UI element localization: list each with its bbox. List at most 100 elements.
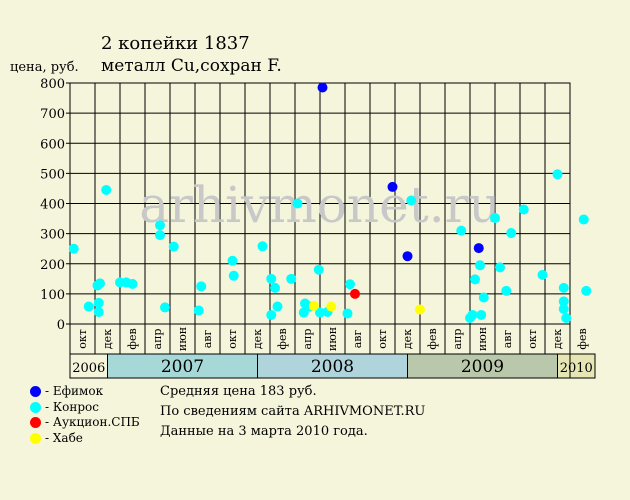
legend-label: - Хабе <box>45 430 83 445</box>
y-tick-label: 700 <box>40 107 65 122</box>
month-label: авг <box>201 330 214 349</box>
data-point <box>561 312 572 323</box>
month-label: дек <box>251 329 264 349</box>
data-point <box>456 225 467 236</box>
legend-dot-icon <box>30 432 41 444</box>
y-tick-label: 0 <box>57 318 65 333</box>
legend-label: - Аукцион.СПБ <box>45 415 140 429</box>
y-tick-label: 800 <box>40 77 65 92</box>
data-point <box>406 195 417 206</box>
year-band <box>407 353 558 379</box>
legend: - Ефимок - Конрос - Аукцион.СПБ - Хабе <box>30 384 140 446</box>
data-point <box>495 262 505 273</box>
chart-title-coin: 2 копейки 1837 <box>101 33 250 54</box>
data-point <box>470 274 480 285</box>
data-point <box>478 292 489 303</box>
data-point <box>558 296 569 307</box>
data-point <box>476 309 487 320</box>
chart-title-metal: металл Cu,сохран F. <box>101 56 282 76</box>
y-tick-label: 100 <box>40 288 65 303</box>
data-point <box>266 273 277 284</box>
data-point <box>168 241 179 252</box>
source-text: По сведениям сайта ARHIVMONET.RU <box>160 404 426 419</box>
data-point <box>101 184 112 195</box>
legend-dot-icon <box>30 386 41 398</box>
data-point <box>93 306 104 317</box>
data-point <box>473 243 484 254</box>
data-point <box>345 279 355 290</box>
y-tick-label: 400 <box>40 198 65 213</box>
data-point <box>315 307 325 318</box>
data-point <box>558 282 569 293</box>
month-label: дек <box>551 329 564 349</box>
data-point <box>501 285 512 296</box>
data-point <box>270 282 280 293</box>
data-point <box>257 241 268 252</box>
month-label: дек <box>401 329 414 349</box>
data-point <box>537 269 548 280</box>
month-label: дек <box>101 329 114 349</box>
month-label: окт <box>76 329 89 349</box>
data-point <box>155 220 165 231</box>
stats-block: Средняя цена 183 руб. По сведениям сайта… <box>160 382 425 442</box>
month-label: фев <box>426 328 439 349</box>
data-point <box>292 198 303 209</box>
month-label: июн <box>326 327 339 351</box>
data-point <box>506 228 517 239</box>
data-point <box>95 278 105 289</box>
data-point <box>196 281 207 292</box>
month-label: фев <box>276 328 289 349</box>
data-point <box>326 301 337 312</box>
data-point <box>467 309 478 320</box>
year-band <box>69 353 108 379</box>
month-label: авг <box>351 330 364 349</box>
year-label: 2008 <box>311 357 354 377</box>
data-point <box>266 309 277 320</box>
watermark-text: arhivmonet.ru <box>139 176 501 234</box>
plot-frame <box>69 82 571 379</box>
data-point <box>415 304 425 315</box>
legend-item-konros: - Конрос <box>30 400 140 416</box>
data-point <box>581 285 592 296</box>
month-label: окт <box>226 329 239 349</box>
data-point <box>342 308 353 319</box>
data-point <box>317 82 328 93</box>
data-point <box>272 301 283 312</box>
month-label: апр <box>301 329 314 350</box>
year-band <box>557 353 596 379</box>
month-label: окт <box>526 329 539 349</box>
data-point <box>552 169 563 180</box>
month-label: апр <box>151 329 164 350</box>
data-point <box>313 264 324 275</box>
y-tick-label: 200 <box>40 258 65 273</box>
year-label: 2010 <box>560 361 593 376</box>
data-point <box>286 273 297 284</box>
month-label: июн <box>476 327 489 351</box>
data-point <box>160 302 170 313</box>
data-point <box>475 260 485 271</box>
month-label: авг <box>501 330 514 349</box>
data-point <box>83 301 94 312</box>
average-price-text: Средняя цена 183 руб. <box>160 384 317 399</box>
data-point <box>227 255 238 266</box>
y-tick-label: 600 <box>40 137 65 152</box>
data-point <box>228 270 239 281</box>
data-point <box>350 288 360 299</box>
data-point <box>298 307 309 318</box>
month-label: июн <box>176 327 189 351</box>
data-point <box>308 300 319 311</box>
year-label: 2007 <box>161 357 204 377</box>
y-tick-label: 300 <box>40 228 65 243</box>
data-point <box>68 243 79 254</box>
data-point <box>387 181 398 192</box>
legend-item-habe: - Хабе <box>30 431 140 447</box>
legend-item-efimok: - Ефимок <box>30 384 140 400</box>
data-point <box>93 297 104 308</box>
year-label: 2006 <box>72 361 105 376</box>
legend-label: - Конрос <box>45 399 100 414</box>
data-point <box>193 305 204 316</box>
data-point <box>558 303 569 314</box>
legend-label: - Ефимок <box>45 384 104 398</box>
y-tick-label: 500 <box>40 167 65 182</box>
